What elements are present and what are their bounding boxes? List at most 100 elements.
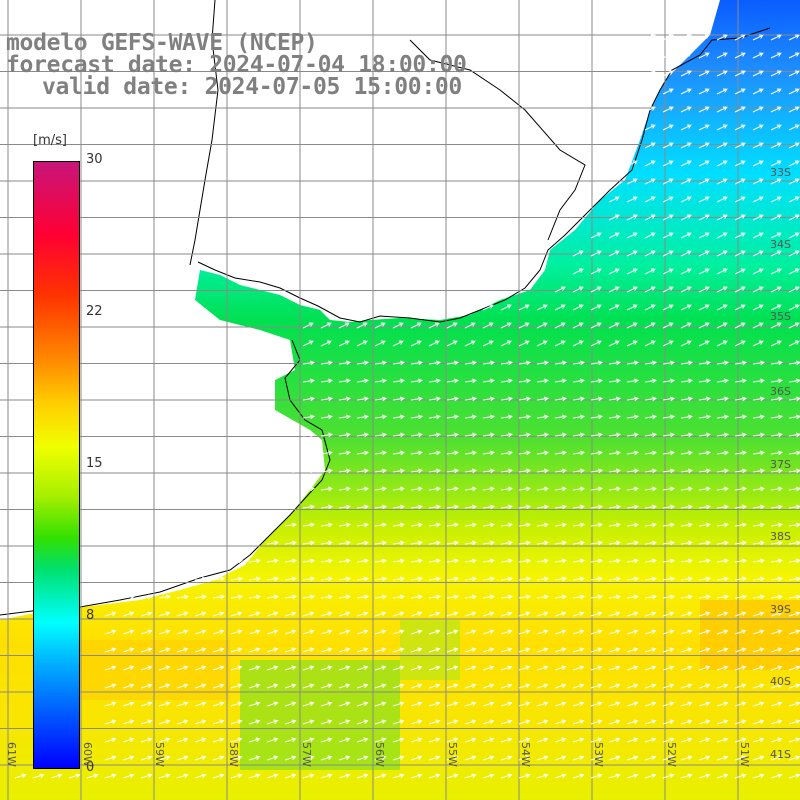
wind-arrow [482, 576, 495, 582]
wind-arrow [212, 701, 225, 707]
wind-arrow [302, 414, 315, 420]
wind-arrow [428, 611, 441, 617]
wind-arrow [554, 396, 567, 402]
wind-arrow [734, 34, 746, 41]
wind-arrow [248, 629, 261, 635]
wind-arrow [158, 683, 171, 689]
wind-arrow [608, 737, 621, 743]
wind-arrow [482, 522, 495, 528]
wind-arrow [662, 719, 675, 725]
wind-arrow [752, 504, 765, 510]
wind-arrow [446, 340, 458, 347]
wind-arrow [446, 701, 459, 707]
wind-arrow [338, 737, 351, 743]
wind-arrow [752, 594, 765, 600]
wind-arrow [320, 683, 333, 689]
wind-arrow [338, 576, 351, 582]
wind-arrow [572, 719, 585, 725]
wind-arrow [644, 450, 657, 456]
wind-arrow [140, 665, 153, 671]
wind-arrow [464, 396, 477, 402]
wind-arrow [698, 486, 711, 492]
wind-arrow [338, 773, 351, 779]
wind-arrow [356, 683, 369, 689]
wind-arrow [698, 737, 711, 743]
wind-arrow [500, 432, 513, 438]
wind-arrow [698, 773, 711, 779]
wind-arrow [212, 611, 225, 617]
wind-arrow [626, 160, 638, 167]
wind-arrow [680, 360, 693, 366]
forecast-date: forecast date: 2024-07-04 18:00:00 [6, 52, 467, 78]
wind-arrow [428, 360, 441, 366]
wind-arrow [752, 88, 764, 95]
wind-arrow [716, 683, 729, 689]
wind-arrow [680, 304, 692, 311]
wind-arrow [644, 558, 657, 564]
wind-arrow [662, 450, 675, 456]
wind-arrow [50, 773, 63, 779]
wind-arrow [536, 558, 549, 564]
wind-arrow [716, 286, 728, 293]
wind-arrow [464, 773, 477, 779]
wind-arrow [338, 486, 351, 492]
wind-arrow [482, 360, 495, 366]
wind-arrow [302, 540, 315, 546]
wind-arrow [662, 468, 675, 474]
wind-arrow [392, 522, 405, 528]
lon-label: 52W [665, 742, 678, 767]
wind-arrow [194, 629, 207, 635]
wind-arrow [428, 594, 441, 600]
wind-arrow [770, 611, 783, 617]
land [0, 0, 720, 620]
wind-arrow [446, 378, 459, 384]
wind-arrow [230, 737, 243, 743]
wind-arrow [122, 576, 135, 582]
wind-arrow [176, 701, 189, 707]
wind-arrow [320, 450, 333, 456]
wind-arrow [446, 683, 459, 689]
wind-arrow [698, 214, 710, 221]
lon-label: 61W [5, 742, 18, 767]
wind-arrow [536, 322, 548, 329]
wind-arrow [680, 396, 693, 402]
wind-arrow [680, 106, 692, 113]
wind-arrow [680, 142, 692, 149]
wind-arrow [770, 340, 782, 347]
wind-arrow [752, 360, 765, 366]
wind-arrow [266, 486, 279, 492]
wind-arrow [698, 286, 710, 293]
wind-arrow [788, 250, 800, 257]
wind-arrow [626, 629, 639, 635]
wind-arrow [518, 396, 531, 402]
wind-arrow [500, 647, 513, 653]
wind-arrow [500, 486, 513, 492]
colorbar [33, 161, 80, 769]
wind-arrow [464, 378, 477, 384]
wind-arrow [212, 629, 225, 635]
wind-arrow [788, 34, 800, 41]
wind-arrow [392, 414, 405, 420]
wind-arrow [356, 504, 369, 510]
wind-arrow [770, 594, 783, 600]
wind-arrow [698, 124, 710, 131]
wind-arrow [122, 683, 135, 689]
wind-arrow [752, 214, 764, 221]
wind-arrow [770, 250, 782, 257]
wind-arrow [536, 773, 549, 779]
wind-arrow [572, 629, 585, 635]
lon-label: 59W [153, 742, 166, 767]
wind-arrow [572, 378, 585, 384]
colorbar-tick-label: 22 [86, 304, 103, 319]
wind-arrow [590, 396, 603, 402]
wind-arrow [122, 773, 135, 779]
wind-arrow [266, 665, 279, 671]
wind-arrow [140, 701, 153, 707]
wind-arrow [320, 322, 332, 329]
wind-arrow [698, 683, 711, 689]
wind-arrow [698, 160, 710, 167]
wind-arrow [230, 647, 243, 653]
wind-arrow [752, 160, 764, 167]
wind-arrow [482, 414, 495, 420]
wind-arrow [536, 340, 548, 347]
